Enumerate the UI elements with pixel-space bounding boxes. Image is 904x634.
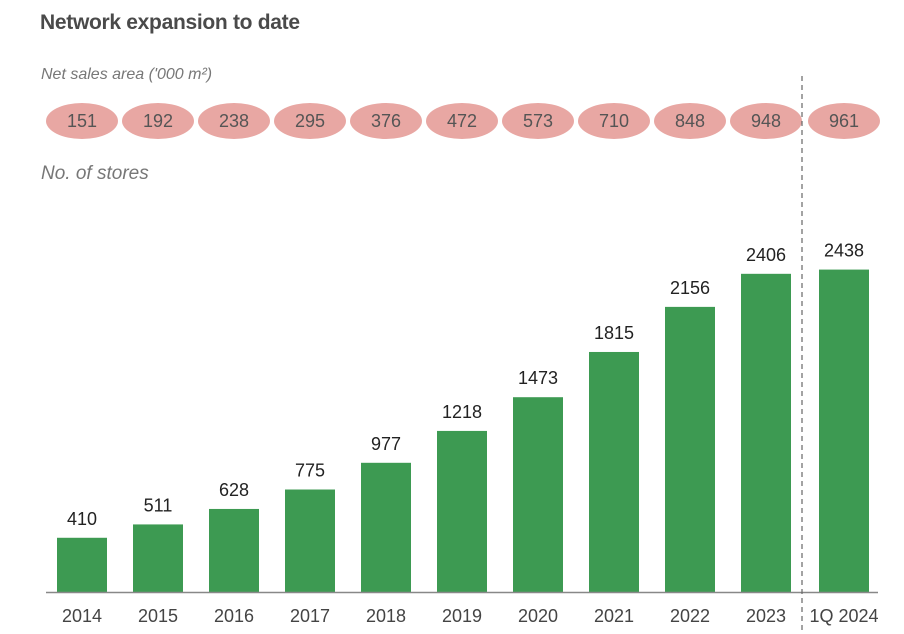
sales-area-value: 961 (829, 111, 859, 131)
x-tick-label: 2018 (366, 606, 406, 626)
sales-area-pill (578, 103, 650, 139)
bar (437, 430, 487, 592)
bar (133, 524, 183, 592)
sales-area-value: 848 (675, 111, 705, 131)
bar (819, 269, 869, 592)
store-count-label: No. of stores (41, 163, 149, 184)
net-sales-area-row: 151 192 238 295 376 472 573 710 848 948 961 (46, 103, 880, 139)
sales-area-pill (808, 103, 880, 139)
x-tick-label: 2022 (670, 606, 710, 626)
sales-area-value: 151 (67, 111, 97, 131)
bar-series (57, 269, 869, 592)
chart-title: Network expansion to date (40, 11, 300, 34)
sales-area-pill (654, 103, 726, 139)
bar-value-label: 2156 (670, 278, 710, 298)
bar-value-label: 977 (371, 434, 401, 454)
sales-area-value: 948 (751, 111, 781, 131)
sales-area-pill (198, 103, 270, 139)
bar-value-label: 511 (144, 495, 173, 515)
bar-value-label: 2438 (824, 241, 864, 261)
sales-area-pill (730, 103, 802, 139)
bar-value-label: 2406 (746, 245, 786, 265)
sales-area-pill (426, 103, 498, 139)
sales-area-pill (350, 103, 422, 139)
sales-area-value: 376 (371, 111, 401, 131)
sales-area-value: 238 (219, 111, 249, 131)
sales-area-value: 295 (295, 111, 325, 131)
bar (741, 273, 791, 592)
bar-value-label: 775 (295, 461, 325, 481)
bar-value-label: 1473 (518, 368, 558, 388)
net-sales-area-label: Net sales area ('000 m²) (41, 66, 213, 83)
sales-area-pill (122, 103, 194, 139)
data-labels: 410 511 628 775 977 1218 1473 1815 2156 2406 2438 (67, 241, 864, 529)
bar (57, 537, 107, 592)
bar-value-label: 1815 (594, 323, 634, 343)
bar-value-label: 628 (219, 480, 249, 500)
bar (209, 508, 259, 592)
sales-area-value: 573 (523, 111, 553, 131)
bar (513, 397, 563, 592)
sales-area-value: 710 (599, 111, 629, 131)
sales-area-value: 192 (143, 111, 173, 131)
x-tick-label: 2023 (746, 606, 786, 626)
x-tick-label: 2021 (594, 606, 634, 626)
sales-area-pill (502, 103, 574, 139)
sales-area-value: 472 (447, 111, 477, 131)
x-tick-label: 2019 (442, 606, 482, 626)
sales-area-pill (274, 103, 346, 139)
x-tick-label: 2014 (62, 606, 102, 626)
bar (589, 351, 639, 592)
bar (285, 489, 335, 592)
bar-value-label: 410 (67, 509, 97, 529)
x-tick-label: 2016 (214, 606, 254, 626)
bar (361, 462, 411, 592)
x-tick-label: 1Q 2024 (809, 606, 878, 626)
x-axis-ticks: 2014 2015 2016 2017 2018 2019 2020 2021 2022 2023… (62, 606, 879, 626)
bar (665, 306, 715, 592)
x-tick-label: 2020 (518, 606, 558, 626)
x-tick-label: 2015 (138, 606, 178, 626)
x-tick-label: 2017 (290, 606, 330, 626)
sales-area-pill (46, 103, 118, 139)
bar-value-label: 1218 (442, 402, 482, 422)
